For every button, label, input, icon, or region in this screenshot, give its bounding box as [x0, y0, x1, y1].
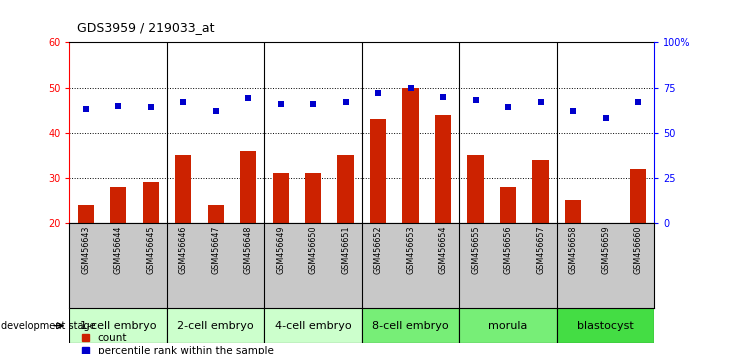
Point [405, 85, 417, 91]
Point [632, 99, 644, 105]
Bar [208, 205, 224, 313]
Text: GSM456654: GSM456654 [439, 225, 447, 274]
Bar [500, 187, 516, 313]
Text: GSM456651: GSM456651 [341, 225, 350, 274]
Text: GSM456644: GSM456644 [114, 225, 123, 274]
Bar [459, 308, 557, 343]
Bar [370, 119, 386, 313]
Text: 1-cell embryo: 1-cell embryo [80, 321, 156, 331]
Text: GSM456643: GSM456643 [81, 225, 90, 274]
Text: GSM456656: GSM456656 [504, 225, 512, 274]
Text: 2-cell embryo: 2-cell embryo [178, 321, 254, 331]
Bar [338, 155, 354, 313]
Text: GSM456657: GSM456657 [536, 225, 545, 274]
Bar [273, 173, 289, 313]
Point [502, 105, 514, 110]
Bar [532, 160, 549, 313]
Point [145, 105, 156, 110]
Bar [265, 308, 362, 343]
Point [470, 97, 482, 103]
Point [178, 99, 189, 105]
Point [437, 94, 449, 99]
Text: GSM456649: GSM456649 [276, 225, 285, 274]
Text: GSM456660: GSM456660 [634, 225, 643, 274]
Text: GSM456655: GSM456655 [471, 225, 480, 274]
Text: morula: morula [488, 321, 528, 331]
Point [80, 107, 91, 112]
Bar [630, 169, 646, 313]
Text: GSM456648: GSM456648 [243, 225, 253, 274]
Point [210, 108, 221, 114]
Bar [403, 88, 419, 313]
Point [567, 108, 579, 114]
Bar [167, 308, 265, 343]
Bar [143, 182, 159, 313]
Text: 4-cell embryo: 4-cell embryo [275, 321, 352, 331]
Point [599, 115, 611, 121]
Text: 8-cell embryo: 8-cell embryo [372, 321, 449, 331]
Bar [110, 187, 126, 313]
Text: GSM456652: GSM456652 [374, 225, 382, 274]
Bar [362, 308, 459, 343]
Text: GSM456653: GSM456653 [406, 225, 415, 274]
Bar [435, 115, 451, 313]
Bar [467, 155, 484, 313]
Text: GSM456659: GSM456659 [601, 225, 610, 274]
Point [113, 103, 124, 108]
Bar [597, 223, 613, 313]
Text: GSM456645: GSM456645 [146, 225, 155, 274]
Bar [557, 308, 654, 343]
Text: GDS3959 / 219033_at: GDS3959 / 219033_at [77, 21, 214, 34]
Legend: count, percentile rank within the sample: count, percentile rank within the sample [82, 333, 273, 354]
Point [242, 96, 254, 101]
Bar [305, 173, 321, 313]
Text: GSM456646: GSM456646 [178, 225, 188, 274]
Bar [69, 308, 167, 343]
Text: GSM456647: GSM456647 [211, 225, 220, 274]
Bar [240, 151, 257, 313]
Text: development stage: development stage [1, 321, 96, 331]
Text: GSM456658: GSM456658 [569, 225, 577, 274]
Text: blastocyst: blastocyst [577, 321, 634, 331]
Text: GSM456650: GSM456650 [308, 225, 317, 274]
Point [275, 101, 287, 107]
Point [307, 101, 319, 107]
Point [340, 99, 352, 105]
Bar [565, 200, 581, 313]
Bar [175, 155, 192, 313]
Point [534, 99, 546, 105]
Point [372, 90, 384, 96]
Bar [77, 205, 94, 313]
